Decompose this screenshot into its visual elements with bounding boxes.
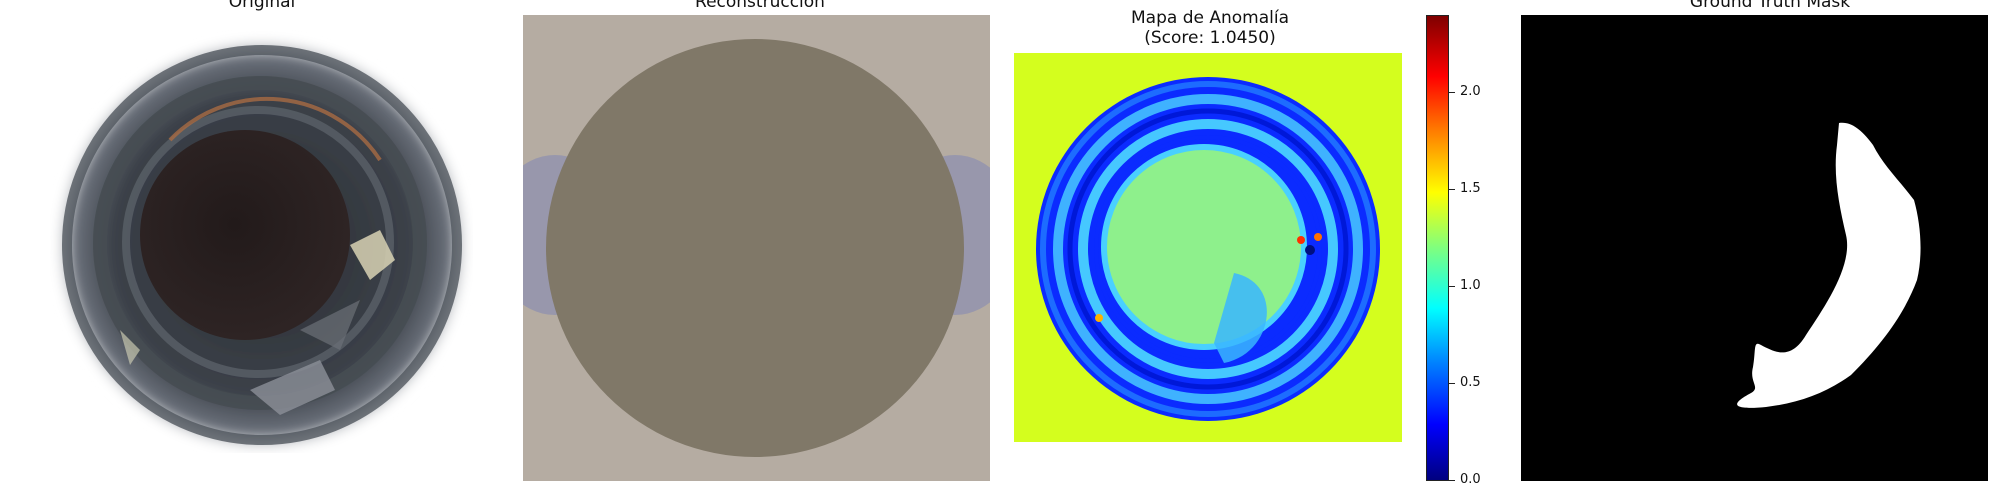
colorbar <box>1426 15 1449 481</box>
colorbar-tick <box>1449 383 1455 384</box>
colorbar-label: 1.0 <box>1460 278 1481 293</box>
original-title: Original <box>228 0 296 12</box>
original-image <box>50 30 473 453</box>
anomaly-map-title: Mapa de Anomalía (Score: 1.0450) <box>1080 8 1340 48</box>
colorbar-tick <box>1449 189 1455 190</box>
colorbar-label: 1.5 <box>1460 181 1481 196</box>
colorbar-tick <box>1449 286 1455 287</box>
anomaly-heatmap <box>1014 53 1402 442</box>
colorbar-label: 2.0 <box>1460 84 1481 99</box>
ground-truth-title: Ground Truth Mask <box>1689 0 1851 12</box>
colorbar-tick <box>1449 480 1455 481</box>
anomaly-map-score: (Score: 1.0450) <box>1144 28 1276 48</box>
reconstruction-title: Reconstrucción <box>695 0 825 12</box>
colorbar-label: 0.0 <box>1460 472 1481 487</box>
anomaly-map-title-line1: Mapa de Anomalía <box>1131 8 1289 28</box>
ground-truth-mask <box>1521 15 1988 481</box>
colorbar-tick <box>1449 92 1455 93</box>
colorbar-label: 0.5 <box>1460 375 1481 390</box>
reconstruction-image <box>523 15 990 481</box>
